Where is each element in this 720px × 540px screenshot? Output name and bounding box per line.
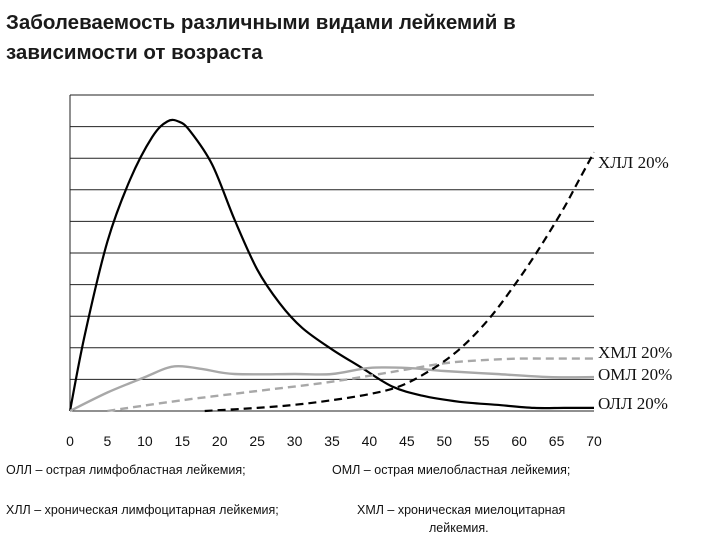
label-oll: ОЛЛ 20% [598,394,668,413]
x-tick-label: 0 [66,433,74,449]
x-tick-label: 40 [362,433,378,449]
grid [69,94,594,412]
legend-oml: ОМЛ – острая миелобластная лейкемия; [332,463,571,477]
label-hml: ХМЛ 20% [598,343,672,362]
series-labels: ХЛЛ 20% ХМЛ 20% ОМЛ 20% ОЛЛ 20% [598,153,672,413]
chart-title-line-2: зависимости от возраста [6,41,263,64]
chart-title: Заболеваемость различными видами лейкеми… [6,8,646,68]
x-tick-label: 70 [586,433,602,449]
x-tick-label: 35 [324,433,340,449]
x-tick-label: 30 [287,433,303,449]
series-line-hll [204,151,595,413]
x-tick-label: 55 [474,433,490,449]
legend-hml-line-2: лейкемия. [429,521,489,535]
label-oml: ОМЛ 20% [598,365,672,384]
x-tick-label: 45 [399,433,415,449]
chart-title-line-1: Заболеваемость различными видами лейкеми… [6,11,516,34]
legend-hml-line-1: ХМЛ – хроническая миелоцитарная [357,503,566,517]
x-tick-label: 25 [249,433,265,449]
legend-hml: ХМЛ – хроническая миелоцитарная лейкемия… [357,501,565,537]
legend-oll: ОЛЛ – острая лимфобластная лейкемия; [6,463,246,477]
x-tick-label: 20 [212,433,228,449]
x-tick-label: 10 [137,433,153,449]
series-lines [68,118,595,413]
x-tick-label: 50 [436,433,452,449]
x-tick-label: 65 [549,433,565,449]
series-line-hml [107,357,594,413]
series-line-oml [69,365,595,413]
x-tick-label: 5 [104,433,112,449]
legend-hll: ХЛЛ – хроническая лимфоцитарная лейкемия… [6,503,279,517]
series-line-oll [68,118,594,412]
x-tick-label: 60 [511,433,527,449]
x-tick-label: 15 [174,433,190,449]
x-axis-ticks: 0 5 10 15 20 25 30 35 40 45 50 55 60 65 70 [66,433,602,449]
label-hll: ХЛЛ 20% [598,153,669,172]
